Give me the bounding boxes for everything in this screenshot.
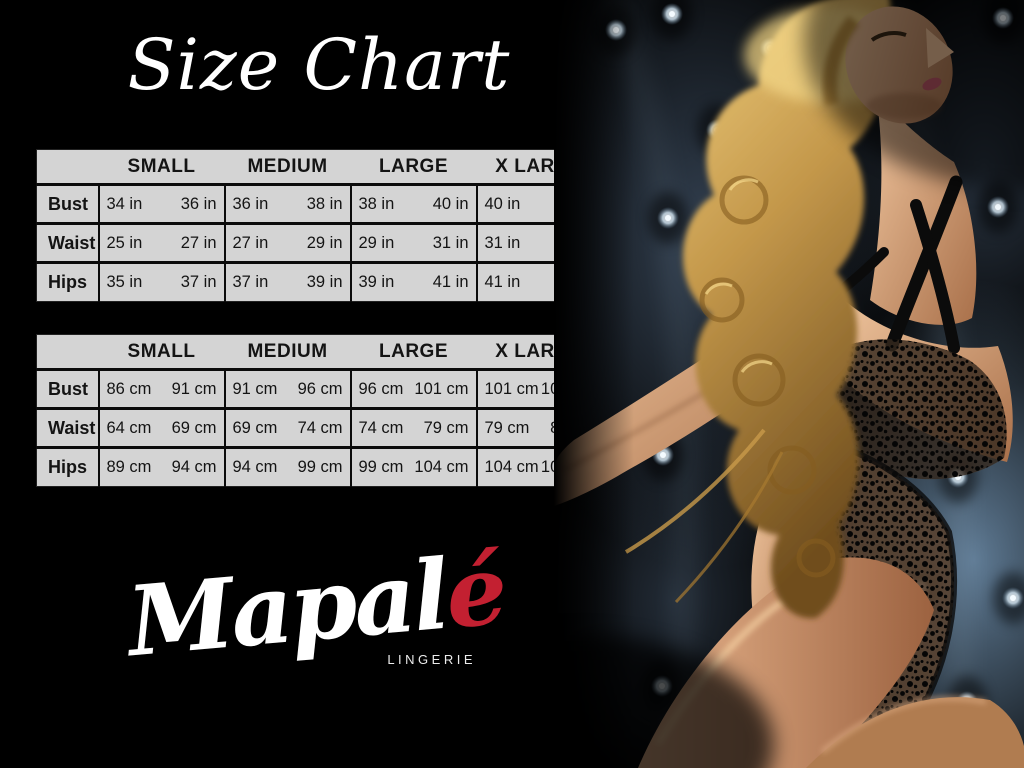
size-cell: 36 in 38 in (223, 184, 351, 224)
size-value: 94 cm (232, 458, 278, 476)
size-cell: 86 cm 91 cm (97, 369, 225, 409)
size-value: 29 in (358, 233, 395, 252)
column-header-large: LARGE (350, 149, 477, 186)
size-value: 38 in (306, 194, 343, 213)
size-value: 37 in (232, 273, 269, 291)
size-cell: 89 cm 94 cm (97, 446, 225, 487)
size-value: 27 in (232, 233, 269, 252)
size-cell: 69 cm 74 cm (223, 407, 351, 448)
size-value: 99 cm (297, 458, 343, 476)
size-value: 25 in (106, 233, 143, 252)
size-value: 39 in (306, 273, 343, 291)
size-value: 69 cm (171, 418, 217, 437)
size-value: 41 in (432, 273, 469, 291)
column-header-medium: MEDIUM (224, 149, 351, 186)
column-header-small: SMALL (98, 149, 225, 186)
model-photo-illustration (554, 0, 1024, 768)
size-value: 89 cm (106, 458, 152, 476)
size-value: 99 cm (358, 458, 404, 476)
size-value: 69 cm (232, 418, 278, 437)
size-cell: 74 cm 79 cm (349, 407, 477, 448)
size-value: 31 in (484, 233, 521, 252)
size-table-inches: SMALL MEDIUM LARGE X LARGE Bust 34 in 36 … (36, 149, 603, 302)
row-label: Hips (36, 261, 99, 302)
table-row-bust: Bust 86 cm 91 cm 91 cm 96 cm 96 cm 101 cm 1… (36, 369, 603, 409)
size-value: 79 cm (423, 418, 469, 437)
size-cell: 64 cm 69 cm (97, 407, 225, 448)
size-value: 104 cm (484, 458, 539, 476)
size-value: 64 cm (106, 418, 152, 437)
size-value: 34 in (106, 194, 143, 213)
size-cell: 39 in 41 in (349, 261, 477, 302)
size-cell: 94 cm 99 cm (223, 446, 351, 487)
size-value: 96 cm (297, 379, 343, 398)
size-value: 91 cm (171, 379, 217, 398)
size-value: 39 in (358, 273, 395, 291)
column-header-large: LARGE (350, 334, 477, 371)
size-value: 31 in (432, 233, 469, 252)
size-value: 29 in (306, 233, 343, 252)
size-value: 101 cm (414, 379, 469, 398)
brand-tagline: LINGERIE (387, 651, 476, 667)
size-cell: 35 in 37 in (97, 261, 225, 302)
table-corner (36, 149, 99, 186)
brand-logo: Mapalé LINGERIE (118, 533, 514, 678)
size-cell: 27 in 29 in (223, 222, 351, 263)
size-cell: 29 in 31 in (349, 222, 477, 263)
model-photo (554, 0, 1024, 768)
size-value: 27 in (180, 233, 217, 252)
size-value: 74 cm (297, 418, 343, 437)
size-value: 86 cm (106, 379, 152, 398)
size-value: 38 in (358, 194, 395, 213)
size-cell: 25 in 27 in (97, 222, 225, 263)
size-value: 40 in (484, 194, 521, 213)
size-value: 41 in (484, 273, 521, 291)
size-value: 101 cm (484, 379, 539, 398)
size-value: 74 cm (358, 418, 404, 437)
size-cell: 99 cm 104 cm (349, 446, 477, 487)
column-header-small: SMALL (98, 334, 225, 371)
brand-accent-letter: é (441, 532, 509, 651)
size-table-centimeters: SMALL MEDIUM LARGE X LARGE Bust 86 cm 91 … (36, 334, 603, 487)
size-cell: 38 in 40 in (349, 184, 477, 224)
row-label: Waist (36, 407, 99, 448)
lace-bust (834, 339, 1007, 480)
size-value: 40 in (432, 194, 469, 213)
table-row-bust: Bust 34 in 36 in 36 in 38 in 38 in 40 in 40… (36, 184, 603, 224)
model-leg (806, 697, 1024, 768)
size-value: 37 in (180, 273, 217, 291)
header-row: SMALL MEDIUM LARGE X LARGE (36, 149, 603, 186)
row-label: Hips (36, 446, 99, 487)
size-value: 35 in (106, 273, 143, 291)
table-row-waist: Waist 64 cm 69 cm 69 cm 74 cm 74 cm 79 cm 7… (36, 407, 603, 448)
table-row-hips: Hips 35 in 37 in 37 in 39 in 39 in 41 in 41… (36, 261, 603, 302)
table-row-hips: Hips 89 cm 94 cm 94 cm 99 cm 99 cm 104 cm 1… (36, 446, 603, 487)
size-value: 104 cm (414, 458, 469, 476)
size-value: 94 cm (171, 458, 217, 476)
size-cell: 91 cm 96 cm (223, 369, 351, 409)
size-value: 91 cm (232, 379, 278, 398)
row-label: Bust (36, 184, 99, 224)
size-cell: 96 cm 101 cm (349, 369, 477, 409)
size-value: 36 in (180, 194, 217, 213)
table-corner (36, 334, 99, 371)
table-row-waist: Waist 25 in 27 in 27 in 29 in 29 in 31 in 3… (36, 222, 603, 263)
header-row: SMALL MEDIUM LARGE X LARGE (36, 334, 603, 371)
size-cell: 37 in 39 in (223, 261, 351, 302)
size-cell: 34 in 36 in (97, 184, 225, 224)
row-label: Bust (36, 369, 99, 409)
size-value: 79 cm (484, 418, 530, 437)
row-label: Waist (36, 222, 99, 263)
size-value: 96 cm (358, 379, 404, 398)
page-title: Size Chart (127, 24, 511, 106)
size-value: 36 in (232, 194, 269, 213)
column-header-medium: MEDIUM (224, 334, 351, 371)
